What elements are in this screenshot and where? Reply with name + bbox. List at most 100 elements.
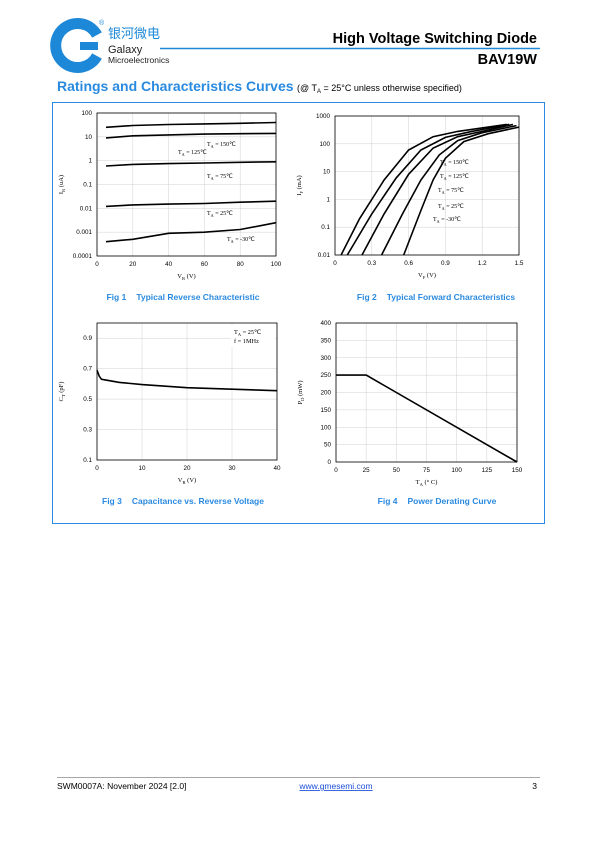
series-line: [380, 124, 517, 256]
figure-number: Fig 3: [102, 496, 122, 506]
y-tick-label: 1: [326, 196, 330, 203]
x-axis-label: VF (V): [418, 272, 436, 280]
series-line: [96, 369, 278, 392]
part-number: BAV19W: [478, 52, 538, 68]
series-label: TA = 25℃: [207, 211, 233, 218]
y-axis-label: IF (mA): [296, 175, 304, 195]
series-label: TA = -30℃: [433, 217, 461, 224]
page-number: 3: [532, 781, 537, 791]
brand: Galaxy: [108, 44, 143, 56]
x-tick-label: 0: [334, 467, 338, 474]
cond-part: = 25°C unless otherwise specified): [321, 83, 462, 93]
x-tick-label: 125: [482, 467, 493, 474]
plot-frame: [96, 112, 277, 257]
y-tick-label: 0.01: [80, 205, 93, 212]
y-tick-label: 1: [88, 158, 92, 165]
annotation: TA = 25℃: [234, 329, 261, 337]
x-axis-label: VR (V): [177, 273, 195, 281]
annotation-box: [231, 325, 275, 347]
figure-title: Capacitance vs. Reverse Voltage: [132, 496, 264, 506]
y-tick-label: 150: [320, 407, 331, 414]
x-tick-label: 80: [237, 261, 245, 268]
plot-area: [335, 116, 519, 255]
series-label: TA = 25℃: [438, 204, 464, 211]
y-tick-label: 0.0001: [73, 253, 93, 260]
y-axis-label: CT (pF): [58, 382, 66, 402]
series-line: [346, 123, 510, 256]
y-tick-label: 0.001: [76, 229, 92, 236]
x-tick-label: 10: [138, 465, 146, 472]
y-tick-label: 0: [327, 459, 331, 466]
figure-title: Power Derating Curve: [408, 496, 497, 506]
section-condition: (@ TA = 25°C unless otherwise specified): [297, 83, 462, 95]
y-axis-label: IR (uA): [58, 175, 66, 194]
x-tick-label: 100: [271, 261, 282, 268]
footer-doc: SWM0007A: November 2024 [2.0]: [57, 781, 186, 791]
y-tick-label: 300: [320, 355, 331, 362]
x-tick-label: 50: [393, 467, 401, 474]
figure-box: [52, 102, 545, 524]
figure-caption: Fig 4 Power Derating Curve: [378, 496, 497, 506]
y-tick-label: 1000: [316, 113, 331, 120]
y-tick-label: 10: [323, 169, 331, 176]
x-tick-label: 100: [451, 467, 462, 474]
y-tick-label: 10: [85, 134, 93, 141]
x-axis-label: TA (° C): [416, 479, 438, 487]
brand-cn: 银河微电: [108, 26, 160, 41]
y-axis-label: PD (mW): [297, 380, 305, 404]
y-tick-label: 0.1: [83, 182, 92, 189]
x-tick-label: 0.3: [367, 260, 376, 267]
series-line: [340, 123, 507, 256]
series-line: [361, 123, 514, 256]
series-label: TA = 150℃: [207, 142, 236, 149]
series-line: [402, 126, 520, 256]
y-tick-label: 100: [320, 424, 331, 431]
y-tick-label: 0.1: [83, 457, 92, 464]
x-tick-label: 150: [512, 467, 523, 474]
logo-bar: [80, 42, 98, 50]
figure-title: Typical Reverse Characteristic: [136, 292, 259, 302]
x-tick-label: 75: [423, 467, 431, 474]
cond-sub: A: [317, 89, 321, 95]
series-line: [105, 161, 277, 167]
cond-part: (@ T: [297, 83, 317, 93]
y-tick-label: 0.5: [83, 396, 92, 403]
x-axis-label: VR (V): [178, 477, 196, 485]
x-tick-label: 25: [363, 467, 371, 474]
x-tick-label: 60: [201, 261, 209, 268]
series-line: [105, 132, 277, 139]
x-tick-label: 0.6: [404, 260, 413, 267]
figure-number: Fig 2: [357, 292, 377, 302]
figure-caption: Fig 3 Capacitance vs. Reverse Voltage: [102, 496, 264, 506]
series-label: TA = 125℃: [178, 150, 207, 157]
x-tick-label: 0: [95, 465, 99, 472]
y-tick-label: 200: [320, 390, 331, 397]
x-tick-label: 1.5: [515, 260, 524, 267]
series-line: [105, 200, 277, 208]
y-tick-label: 400: [320, 320, 331, 327]
series-label: TA = -30℃: [227, 237, 255, 244]
plot-frame: [96, 322, 278, 461]
y-tick-label: 50: [324, 442, 332, 449]
logo-g: [50, 18, 102, 73]
x-tick-label: 0: [333, 260, 337, 267]
x-tick-label: 30: [228, 465, 236, 472]
figure-title: Typical Forward Characteristics: [387, 292, 516, 302]
y-tick-label: 100: [319, 141, 330, 148]
x-tick-label: 40: [273, 465, 281, 472]
y-tick-label: 0.1: [321, 224, 330, 231]
registered: ®: [99, 19, 105, 27]
figure-number: Fig 4: [378, 496, 398, 506]
y-tick-label: 0.01: [318, 252, 331, 259]
plot-frame: [335, 322, 518, 463]
x-tick-label: 0: [95, 261, 99, 268]
annotation: f = 1MHz: [234, 338, 259, 345]
brand-sub: Microelectronics: [108, 55, 169, 65]
footer-link[interactable]: www.gmesemi.com: [298, 781, 372, 791]
series-line: [336, 374, 518, 463]
figure-number: Fig 1: [106, 292, 126, 302]
x-tick-label: 20: [183, 465, 191, 472]
section-title: Ratings and Characteristics Curves: [57, 78, 294, 94]
